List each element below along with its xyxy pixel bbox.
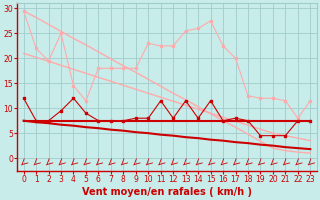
X-axis label: Vent moyen/en rafales ( km/h ): Vent moyen/en rafales ( km/h ) xyxy=(82,187,252,197)
